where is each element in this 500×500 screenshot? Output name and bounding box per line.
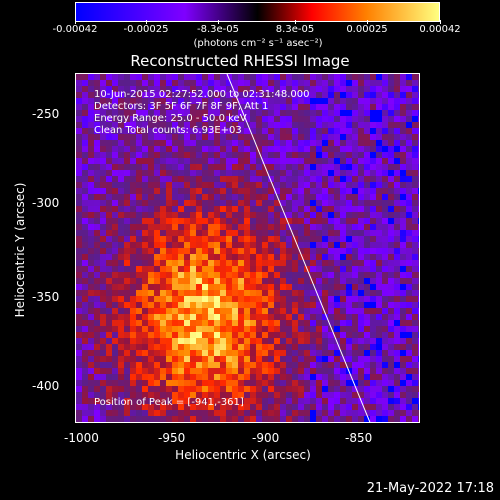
colorbar-label-3: -8.3e-05 <box>197 24 239 35</box>
colorbar <box>75 2 440 22</box>
plot-title: Reconstructed RHESSI Image <box>130 52 350 70</box>
colorbar-label-5: 0.00025 <box>346 24 388 35</box>
colorbar-label-1: -0.00042 <box>52 24 98 35</box>
x-tick-label: -950 <box>158 431 186 445</box>
colorbar-tick <box>218 20 219 24</box>
timestamp: 21-May-2022 17:18 <box>366 481 494 496</box>
y-tick-label: -350 <box>32 290 60 304</box>
rhessi-image <box>76 74 419 422</box>
y-tick-label: -250 <box>32 107 60 121</box>
colorbar-tick <box>367 20 368 24</box>
image-plot-area[interactable]: 10-Jun-2015 02:27:52.000 to 02:31:48.000… <box>75 73 420 423</box>
info-time-range: 10-Jun-2015 02:27:52.000 to 02:31:48.000 <box>94 89 310 100</box>
colorbar-tick <box>295 20 296 24</box>
info-energy: Energy Range: 25.0 - 50.0 keV <box>94 113 247 124</box>
x-tick-label: -900 <box>252 431 280 445</box>
colorbar-units: (photons cm⁻² s⁻¹ asec⁻²) <box>193 38 323 49</box>
x-tick-label: -850 <box>345 431 373 445</box>
y-tick-label: -400 <box>32 379 60 393</box>
x-axis-label: Heliocentric X (arcsec) <box>175 448 311 462</box>
colorbar-tick <box>440 20 441 24</box>
info-clean-counts: Clean Total counts: 6.93E+03 <box>94 125 242 136</box>
info-peak-position: Position of Peak = [-941,-361] <box>94 397 244 408</box>
colorbar-tick <box>75 20 76 24</box>
colorbar-label-4: 8.3e-05 <box>275 24 315 35</box>
info-detectors: Detectors: 3F 5F 6F 7F 8F 9F, Att 1 <box>94 101 269 112</box>
colorbar-label-2: -0.00025 <box>123 24 169 35</box>
solar-limb-line <box>226 74 371 422</box>
y-axis-label: Heliocentric Y (arcsec) <box>13 182 27 318</box>
colorbar-label-6: 0.00042 <box>419 24 461 35</box>
y-tick-label: -300 <box>32 196 60 210</box>
x-tick-label: -1000 <box>64 431 99 445</box>
colorbar-tick <box>146 20 147 24</box>
